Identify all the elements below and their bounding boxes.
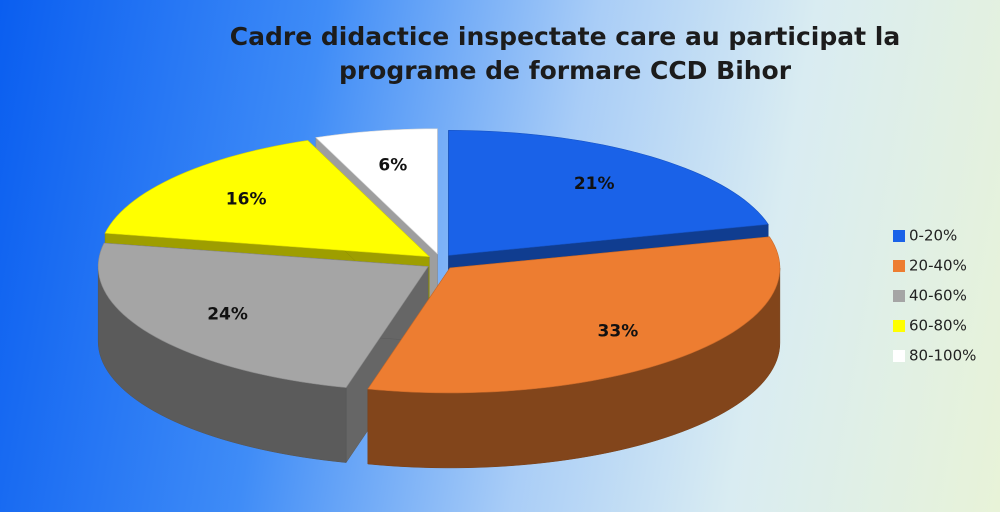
legend-swatch (893, 350, 905, 362)
slice (97, 242, 429, 388)
legend-label: 0-20% (909, 227, 957, 245)
chart-title: Cadre didactice inspectate care au parti… (229, 22, 901, 85)
legend-swatch (893, 320, 905, 332)
slice (448, 130, 769, 256)
slice (367, 236, 781, 394)
legend-label: 60-80% (909, 317, 967, 335)
legend-swatch (893, 230, 905, 242)
legend-label: 80-100% (909, 347, 976, 365)
slice (315, 128, 438, 255)
value-label: 16% (226, 189, 267, 209)
value-label: 21% (574, 174, 615, 194)
slice (104, 140, 431, 258)
legend-swatch (893, 260, 905, 272)
legend-label: 40-60% (909, 287, 967, 305)
legend-label: 20-40% (909, 257, 967, 275)
value-label: 33% (598, 322, 639, 342)
value-label: 6% (378, 155, 407, 175)
value-label: 24% (207, 305, 248, 325)
legend-swatch (893, 290, 905, 302)
